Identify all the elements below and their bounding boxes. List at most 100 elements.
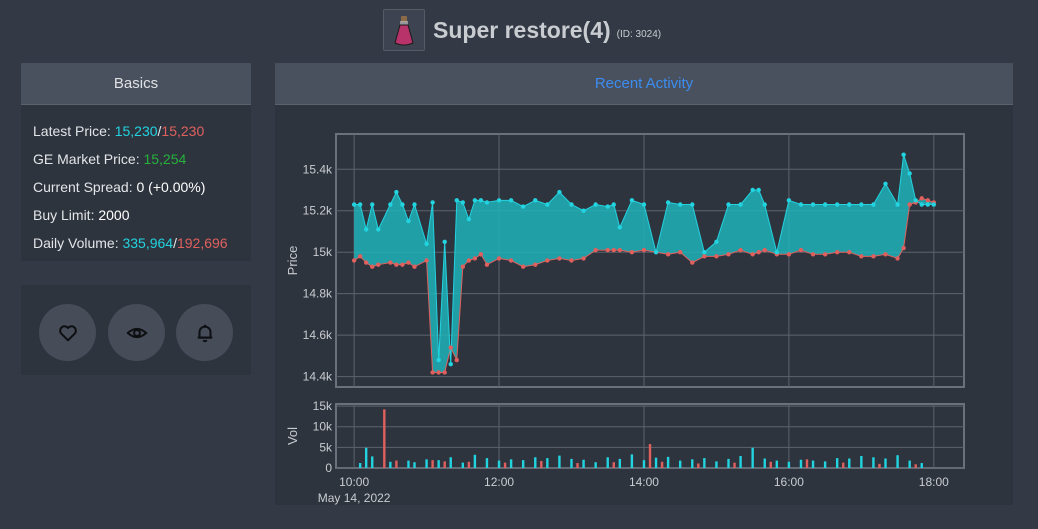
low-price-point — [786, 252, 792, 257]
low-price-point — [400, 262, 405, 267]
buy-volume-bar — [618, 458, 622, 468]
high-price-point — [617, 225, 623, 230]
low-price-point — [629, 250, 635, 255]
latest-buy-price: 15,230 — [114, 123, 158, 139]
sell-volume-bar — [576, 463, 579, 468]
sell-volume-bar — [697, 463, 700, 468]
high-price-point — [774, 250, 780, 255]
recent-activity-heading: Recent Activity — [275, 63, 1013, 105]
low-price-point — [605, 247, 610, 253]
low-price-point — [690, 260, 695, 265]
low-price-point — [756, 250, 761, 255]
buy-volume-bar — [461, 462, 465, 468]
low-price-point — [617, 247, 623, 253]
item-icon — [383, 9, 425, 51]
low-price-point — [919, 196, 924, 201]
low-price-point — [883, 252, 888, 257]
volume-axis-label: Vol — [285, 427, 300, 445]
spread-label: Current Spread: — [33, 179, 137, 195]
volume-tick-label: 10k — [313, 420, 333, 434]
low-price-point — [750, 252, 755, 257]
high-price-point — [569, 202, 574, 207]
low-price-point — [822, 252, 828, 257]
buy-volume-bar — [775, 460, 779, 468]
item-header: Super restore(4) (ID: 3024) — [383, 9, 661, 51]
recent-activity-panel: Recent Activity 10:00 12:00 14:00 16:00 18:0… — [275, 63, 1013, 505]
buy-volume-bar — [509, 459, 513, 468]
buy-volume-bar — [371, 456, 374, 468]
high-price-point — [430, 200, 435, 205]
x-date-label: May 14, 2022 — [318, 491, 391, 505]
sell-volume-bar — [878, 463, 881, 468]
sell-volume-bar — [842, 462, 845, 468]
spread-row: Current Spread: 0 (+0.00%) — [33, 173, 239, 201]
high-price-point — [798, 202, 804, 207]
low-price-point — [394, 262, 399, 267]
basics-panel: Basics Latest Price: 15,230/15,230 GE Ma… — [21, 63, 251, 261]
buy-volume-bar — [389, 461, 392, 468]
high-price-point — [702, 250, 707, 255]
low-price-point — [895, 256, 900, 261]
volume-tick-label: 5k — [319, 440, 333, 454]
low-price-point — [454, 357, 459, 363]
low-price-point — [925, 198, 930, 203]
price-plot-frame — [335, 133, 965, 388]
high-price-point — [726, 202, 731, 207]
heart-icon — [58, 324, 77, 341]
high-price-point — [834, 202, 840, 207]
low-price-point — [545, 258, 550, 263]
high-price-point — [412, 202, 417, 207]
watch-button[interactable] — [108, 304, 165, 361]
low-price-point — [508, 258, 514, 263]
high-price-point — [653, 250, 659, 255]
buy-volume-bar — [763, 458, 766, 468]
price-tick-label: 15.4k — [303, 162, 333, 176]
low-price-point — [370, 264, 375, 269]
low-price-point — [738, 247, 743, 253]
high-price-point — [376, 227, 381, 232]
high-price-point — [442, 239, 447, 245]
buy-volume-bar — [727, 458, 730, 468]
high-price-point — [925, 202, 930, 207]
low-price-point — [478, 252, 484, 257]
price-axis-label: Price — [285, 246, 300, 276]
low-price-point — [665, 252, 671, 257]
high-price-point — [460, 200, 466, 205]
low-price-point — [442, 370, 447, 375]
low-price-point — [702, 254, 707, 259]
high-price-point — [605, 204, 610, 209]
spread-value: 0 (+0.00%) — [136, 179, 206, 195]
x-tick-label: 12:00 — [484, 475, 514, 489]
low-price-point — [798, 247, 804, 253]
high-price-point — [847, 202, 852, 207]
buy-volume-bar — [582, 459, 585, 468]
high-price-point — [406, 218, 411, 224]
high-price-point — [424, 241, 429, 247]
high-price-point — [436, 357, 441, 363]
high-price-point — [629, 198, 635, 203]
high-price-point — [357, 202, 363, 207]
latest-price-row: Latest Price: 15,230/15,230 — [33, 117, 239, 145]
high-price-point — [871, 202, 876, 207]
alert-button[interactable] — [176, 304, 233, 361]
favorite-button[interactable] — [39, 304, 96, 361]
low-price-point — [424, 258, 429, 263]
high-price-point — [738, 202, 743, 207]
daily-volume-sell: 192,696 — [176, 235, 228, 251]
daily-volume-buy: 335,964 — [122, 235, 174, 251]
sell-volume-bar — [733, 462, 736, 468]
ge-price-row: GE Market Price: 15,254 — [33, 145, 239, 173]
high-price-point — [520, 204, 526, 209]
high-price-point — [478, 198, 484, 203]
buy-volume-bar — [534, 457, 537, 468]
high-price-point — [913, 198, 918, 203]
buy-volume-bar — [715, 461, 718, 468]
sell-volume-bar — [467, 461, 471, 468]
low-price-point — [907, 202, 912, 207]
buy-volume-bar — [884, 458, 887, 468]
price-volume-chart[interactable]: 10:00 12:00 14:00 16:00 18:00 May 14, 2022 14.… — [275, 63, 1013, 505]
high-price-point — [677, 202, 683, 207]
low-price-point — [472, 256, 478, 261]
low-price-point — [557, 256, 562, 261]
buy-volume-bar — [896, 455, 899, 468]
